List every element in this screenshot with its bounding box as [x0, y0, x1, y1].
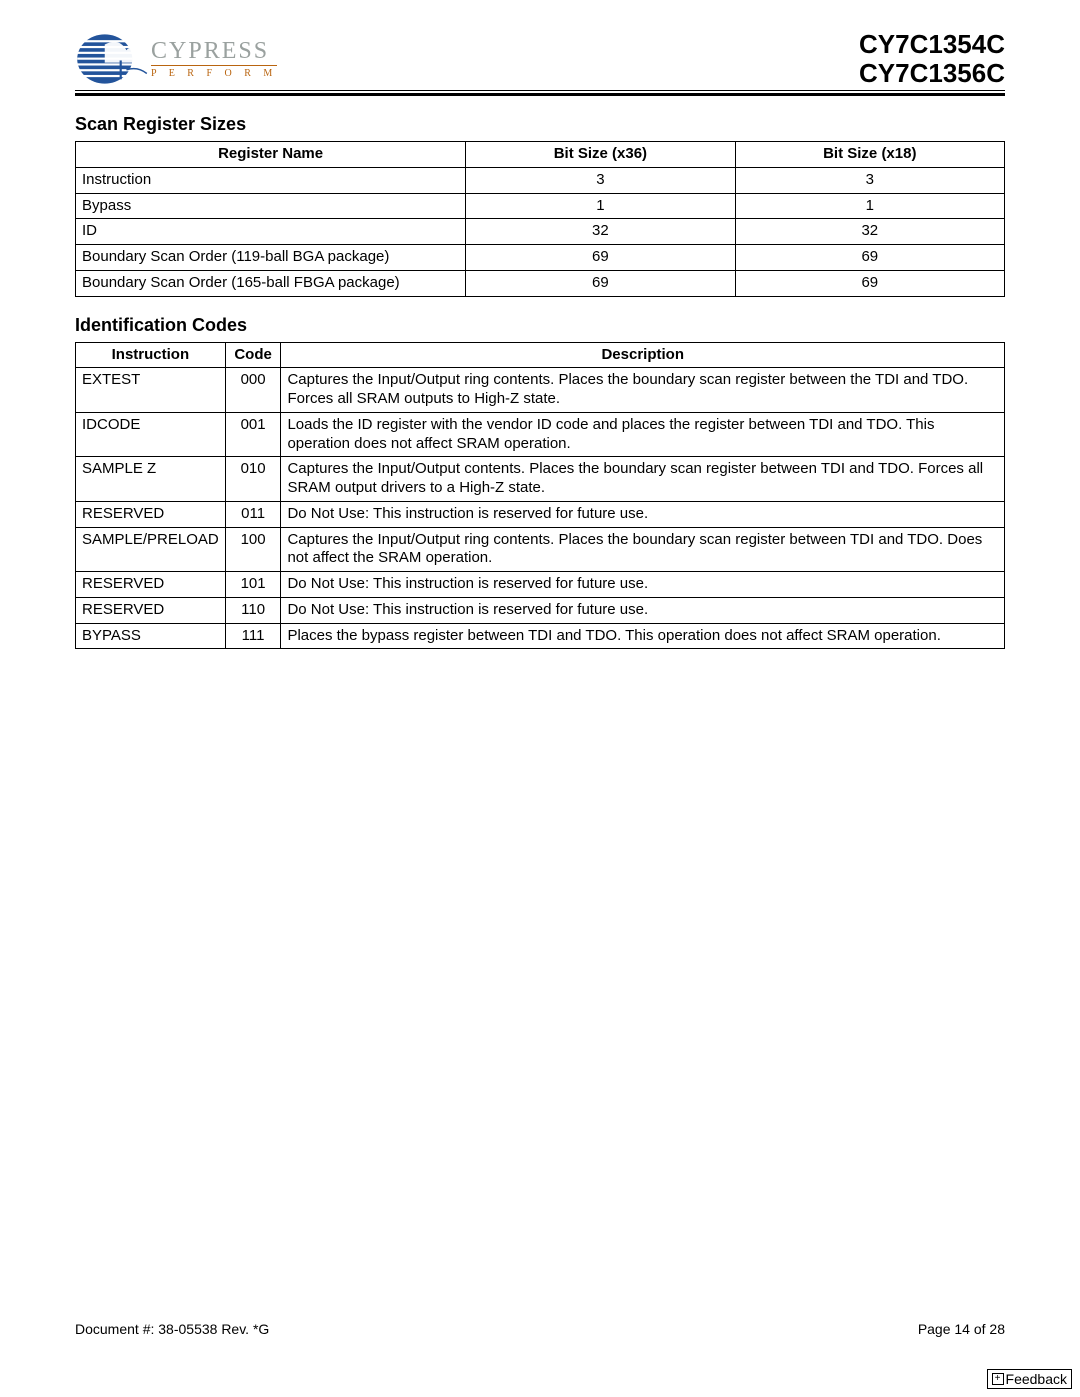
table-row: Boundary Scan Order (119-ball BGA packag… [76, 245, 1005, 271]
table-cell: ID [76, 219, 466, 245]
table-row: RESERVED101Do Not Use: This instruction … [76, 572, 1005, 598]
section-title-identification-codes: Identification Codes [75, 315, 1005, 336]
feedback-label: Feedback [1006, 1371, 1067, 1387]
table-row: BYPASS111Places the bypass register betw… [76, 623, 1005, 649]
table-cell: 69 [466, 245, 735, 271]
logo-name: CYPRESS [151, 39, 277, 66]
table-cell: 1 [466, 193, 735, 219]
table-cell: Do Not Use: This instruction is reserved… [281, 572, 1005, 598]
table-cell: Loads the ID register with the vendor ID… [281, 412, 1005, 457]
doc-number: Document #: 38-05538 Rev. *G [75, 1321, 269, 1337]
table-cell: Do Not Use: This instruction is reserved… [281, 501, 1005, 527]
plus-icon: + [992, 1373, 1004, 1385]
header-inner: CYPRESS P E R F O R M CY7C1354C CY7C1356… [75, 30, 1005, 91]
table-cell: 1 [735, 193, 1004, 219]
logo: CYPRESS P E R F O R M [75, 30, 277, 88]
table-cell: 001 [225, 412, 281, 457]
cypress-logo-icon [75, 30, 149, 88]
table-row: Boundary Scan Order (165-ball FBGA packa… [76, 270, 1005, 296]
logo-text: CYPRESS P E R F O R M [151, 39, 277, 79]
col-description: Description [281, 342, 1005, 368]
feedback-button[interactable]: + Feedback [987, 1369, 1072, 1389]
table-header-row: Instruction Code Description [76, 342, 1005, 368]
table-cell: BYPASS [76, 623, 226, 649]
table-cell: RESERVED [76, 501, 226, 527]
table-scan-register-sizes: Register Name Bit Size (x36) Bit Size (x… [75, 141, 1005, 297]
table-row: SAMPLE/PRELOAD100Captures the Input/Outp… [76, 527, 1005, 572]
table-row: SAMPLE Z010Captures the Input/Output con… [76, 457, 1005, 502]
table-cell: 3 [735, 167, 1004, 193]
table-cell: 011 [225, 501, 281, 527]
table-cell: 69 [735, 245, 1004, 271]
table-cell: Captures the Input/Output ring contents.… [281, 527, 1005, 572]
table-cell: SAMPLE Z [76, 457, 226, 502]
table-row: RESERVED011Do Not Use: This instruction … [76, 501, 1005, 527]
part-number-2: CY7C1356C [859, 59, 1005, 88]
table-cell: 110 [225, 597, 281, 623]
table-cell: RESERVED [76, 572, 226, 598]
table-cell: Boundary Scan Order (165-ball FBGA packa… [76, 270, 466, 296]
table-cell: Do Not Use: This instruction is reserved… [281, 597, 1005, 623]
table-cell: 111 [225, 623, 281, 649]
table-cell: Captures the Input/Output ring contents.… [281, 368, 1005, 413]
table-cell: 000 [225, 368, 281, 413]
table-cell: 32 [466, 219, 735, 245]
table-cell: Boundary Scan Order (119-ball BGA packag… [76, 245, 466, 271]
col-register-name: Register Name [76, 142, 466, 168]
table-row: RESERVED110Do Not Use: This instruction … [76, 597, 1005, 623]
table-header-row: Register Name Bit Size (x36) Bit Size (x… [76, 142, 1005, 168]
col-bit-size-x36: Bit Size (x36) [466, 142, 735, 168]
page-header: CYPRESS P E R F O R M CY7C1354C CY7C1356… [75, 30, 1005, 96]
table-cell: Places the bypass register between TDI a… [281, 623, 1005, 649]
table-cell: Captures the Input/Output contents. Plac… [281, 457, 1005, 502]
table-cell: RESERVED [76, 597, 226, 623]
table-cell: 69 [466, 270, 735, 296]
section-title-scan-register-sizes: Scan Register Sizes [75, 114, 1005, 135]
table-cell: EXTEST [76, 368, 226, 413]
part-number-1: CY7C1354C [859, 30, 1005, 59]
table-cell: IDCODE [76, 412, 226, 457]
table-cell: Instruction [76, 167, 466, 193]
part-numbers: CY7C1354C CY7C1356C [859, 30, 1005, 87]
table-cell: SAMPLE/PRELOAD [76, 527, 226, 572]
table-row: Bypass11 [76, 193, 1005, 219]
table-cell: 3 [466, 167, 735, 193]
table-identification-codes: Instruction Code Description EXTEST000Ca… [75, 342, 1005, 650]
col-bit-size-x18: Bit Size (x18) [735, 142, 1004, 168]
table-cell: 69 [735, 270, 1004, 296]
table-cell: 010 [225, 457, 281, 502]
page-footer: Document #: 38-05538 Rev. *G Page 14 of … [75, 1321, 1005, 1337]
table-cell: Bypass [76, 193, 466, 219]
page-number: Page 14 of 28 [918, 1321, 1005, 1337]
table-cell: 101 [225, 572, 281, 598]
table-row: IDCODE001Loads the ID register with the … [76, 412, 1005, 457]
table-cell: 32 [735, 219, 1004, 245]
table-row: ID3232 [76, 219, 1005, 245]
table-row: EXTEST000Captures the Input/Output ring … [76, 368, 1005, 413]
logo-tagline: P E R F O R M [151, 69, 277, 79]
table-row: Instruction33 [76, 167, 1005, 193]
col-instruction: Instruction [76, 342, 226, 368]
table-cell: 100 [225, 527, 281, 572]
col-code: Code [225, 342, 281, 368]
